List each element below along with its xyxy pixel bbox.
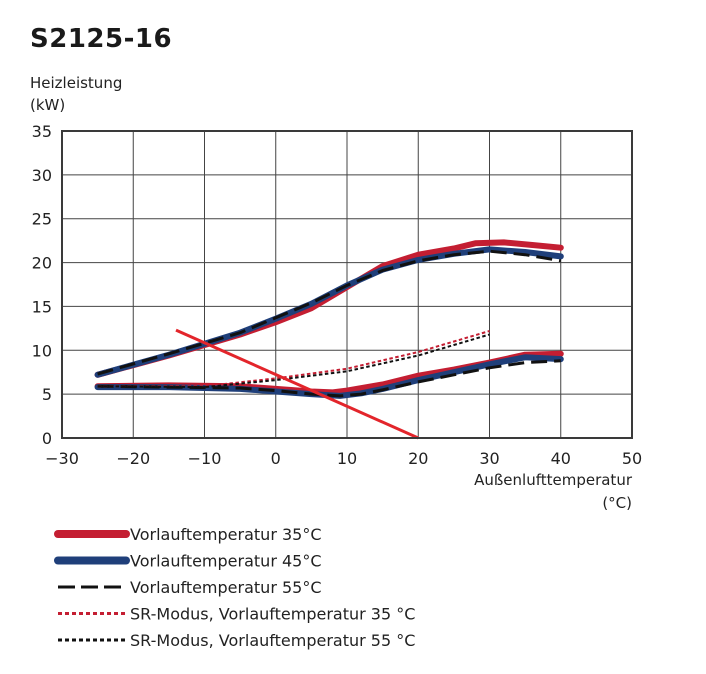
y-tick-label: 35 bbox=[32, 122, 52, 141]
x-tick-label: −30 bbox=[45, 449, 79, 468]
x-tick-label: 50 bbox=[622, 449, 642, 468]
series-line-3-segment-1 bbox=[97, 249, 562, 376]
y-tick-label: 10 bbox=[32, 341, 52, 360]
y-tick-label: 5 bbox=[42, 385, 52, 404]
legend-label-4: SR-Modus, Vorlauftemperatur 35 °C bbox=[130, 605, 415, 624]
y-axis-label: Heizleistung (kW) bbox=[30, 74, 122, 114]
annotation-red-line bbox=[175, 328, 419, 440]
x-axis-ticks: −30 −20 −10 0 10 20 30 40 50 bbox=[45, 449, 642, 468]
x-tick-label: 30 bbox=[479, 449, 499, 468]
annotation bbox=[175, 328, 419, 440]
y-tick-label: 15 bbox=[32, 297, 52, 316]
y-axis-label-line: Heizleistung bbox=[30, 74, 122, 92]
legend-label-1: Vorlauftemperatur 35°C bbox=[130, 525, 322, 544]
x-tick-label: 40 bbox=[551, 449, 571, 468]
x-tick-label: 0 bbox=[271, 449, 281, 468]
series-line-4-segment-1 bbox=[97, 330, 490, 388]
x-tick-label: 10 bbox=[337, 449, 357, 468]
y-tick-label: 0 bbox=[42, 429, 52, 448]
legend: Vorlauftemperatur 35°C Vorlauftemperatur … bbox=[54, 525, 415, 650]
x-axis-label: Außenlufttemperatur (°C) bbox=[474, 471, 633, 512]
plot-frame bbox=[61, 130, 633, 439]
x-tick-label: −10 bbox=[188, 449, 222, 468]
y-axis-label-line: (kW) bbox=[30, 96, 65, 114]
chart-title: S2125-16 bbox=[30, 24, 173, 54]
series-line-3-segment-2 bbox=[97, 359, 561, 398]
legend-label-2: Vorlauftemperatur 45°C bbox=[130, 552, 322, 571]
y-tick-label: 25 bbox=[32, 210, 52, 229]
y-tick-label: 20 bbox=[32, 254, 52, 273]
series-line-2-segment-1 bbox=[94, 246, 564, 378]
legend-label-5: SR-Modus, Vorlauftemperatur 55 °C bbox=[130, 631, 415, 650]
x-axis-label-line: (°C) bbox=[602, 494, 632, 512]
x-tick-label: 20 bbox=[408, 449, 428, 468]
x-tick-label: −20 bbox=[116, 449, 150, 468]
series-lines bbox=[94, 239, 564, 399]
y-tick-label: 30 bbox=[32, 166, 52, 185]
legend-label-3: Vorlauftemperatur 55°C bbox=[130, 578, 322, 597]
y-axis-ticks: 0 5 10 15 20 25 30 35 bbox=[32, 122, 52, 448]
x-axis-label-line: Außenlufttemperatur bbox=[474, 471, 633, 489]
